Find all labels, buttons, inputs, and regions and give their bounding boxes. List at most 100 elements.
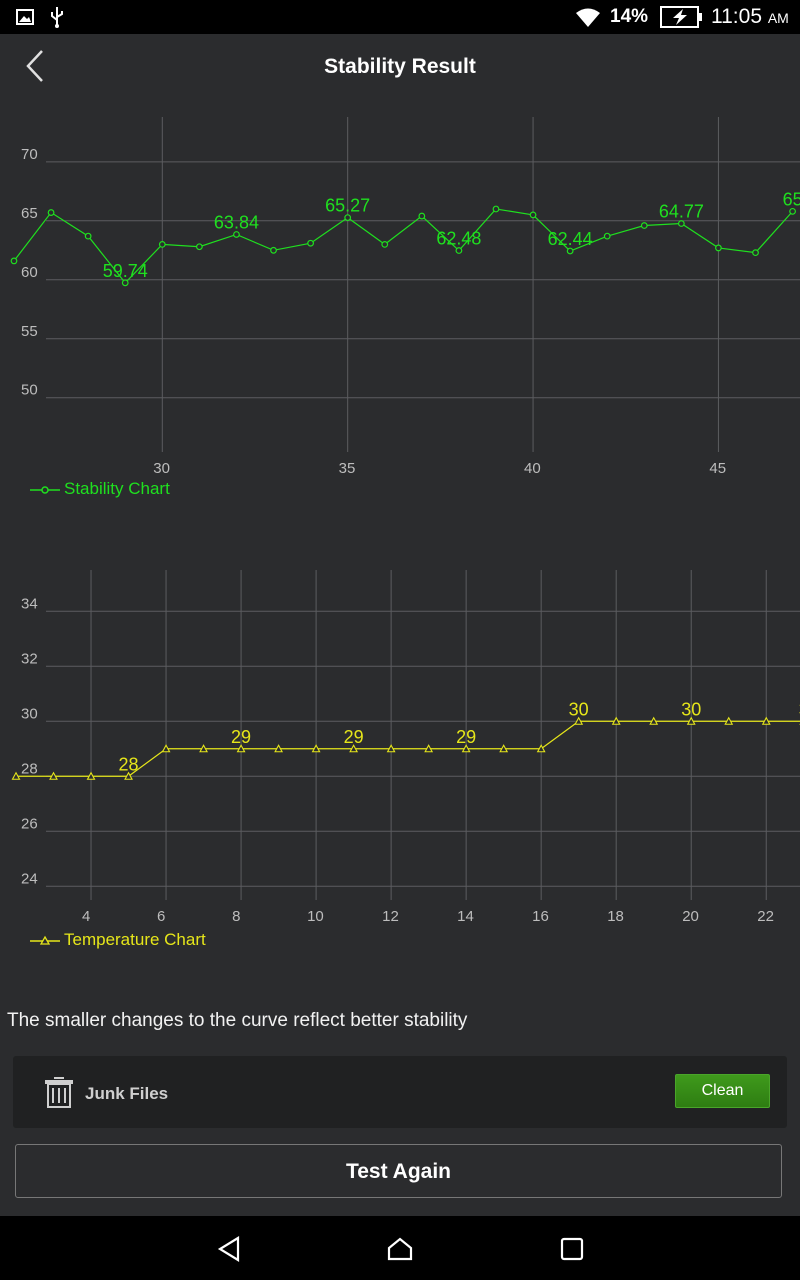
series-line	[13, 208, 794, 284]
x-tick-label: 14	[457, 908, 474, 925]
x-tick-label: 16	[532, 908, 549, 925]
data-label: 29	[231, 727, 251, 747]
data-point	[455, 247, 463, 254]
data-point	[536, 744, 546, 753]
data-point	[158, 240, 166, 248]
page-title: Stability Result	[324, 55, 476, 78]
data-label: 62.48	[436, 229, 481, 249]
data-label: 3	[799, 699, 800, 719]
data-label: 28	[119, 754, 139, 774]
clean-button[interactable]: Clean	[675, 1074, 770, 1108]
x-tick-label: 35	[339, 460, 356, 477]
data-point	[270, 246, 277, 254]
data-point	[686, 716, 696, 725]
battery-percentage: 14%	[610, 6, 649, 27]
data-label: 29	[344, 727, 364, 747]
temperature-legend: Temperature Chart	[30, 930, 206, 950]
data-point	[47, 209, 55, 216]
stability-hint-text: The smaller changes to the curve reflect…	[7, 1010, 468, 1031]
clock: 11:05 AM	[711, 0, 789, 34]
data-label: 30	[681, 699, 701, 719]
x-tick-label: 10	[307, 908, 324, 925]
x-tick-label: 8	[232, 908, 240, 925]
data-point	[752, 249, 759, 257]
usb-icon	[51, 7, 63, 28]
data-point	[84, 232, 92, 240]
image-icon	[16, 9, 34, 25]
x-tick-label: 12	[382, 908, 399, 925]
data-point	[529, 211, 537, 219]
nav-back-icon	[217, 1236, 240, 1262]
back-arrow-icon	[26, 50, 43, 82]
y-tick-label: 32	[21, 650, 38, 667]
data-point	[121, 279, 129, 287]
nav-home-icon	[387, 1237, 413, 1261]
data-point	[649, 716, 659, 725]
data-point	[307, 239, 315, 247]
junk-files-label: Junk Files	[85, 1084, 169, 1103]
x-tick-label: 20	[682, 908, 699, 925]
data-label: 63.84	[214, 212, 259, 232]
back-button[interactable]	[18, 46, 58, 88]
temperature-chart: 4 6 8 10 12 14 16 18 20 22 24 26 28 30 32 34 28 29 29 29 30 3…	[11, 570, 800, 925]
wifi-icon	[576, 8, 600, 27]
data-point	[461, 744, 471, 753]
stability-legend-label: Stability Chart	[64, 479, 170, 498]
junk-files-card: Junk Files Clean	[13, 1056, 787, 1128]
data-label: 59.74	[103, 261, 148, 281]
data-point	[199, 744, 208, 753]
x-tick-label: 30	[153, 460, 170, 477]
y-tick-label: 34	[21, 595, 38, 612]
y-tick-label: 65	[21, 205, 38, 222]
x-tick-label: 45	[709, 460, 726, 477]
data-point	[161, 744, 171, 753]
data-point	[233, 231, 240, 238]
data-point	[274, 744, 284, 753]
data-point	[789, 207, 796, 215]
series-line	[16, 720, 800, 777]
data-point	[566, 247, 574, 255]
y-tick-label: 60	[21, 264, 38, 281]
data-point	[715, 244, 722, 252]
y-tick-label: 70	[21, 146, 38, 163]
data-point	[344, 214, 352, 222]
data-point	[86, 771, 96, 780]
data-point	[10, 257, 18, 265]
data-point	[236, 744, 246, 753]
y-tick-label: 55	[21, 323, 38, 340]
data-point	[386, 744, 396, 753]
data-label: 62.44	[548, 229, 593, 249]
nav-home-button[interactable]	[382, 1232, 418, 1266]
data-point	[574, 716, 584, 725]
temperature-legend-marker-icon	[30, 935, 60, 945]
nav-back-button[interactable]	[212, 1232, 248, 1266]
temperature-legend-label: Temperature Chart	[64, 930, 206, 949]
data-point	[499, 744, 509, 753]
stability-legend: Stability Chart	[30, 479, 170, 499]
data-point	[195, 243, 203, 251]
data-point	[603, 232, 611, 240]
data-point	[492, 205, 500, 213]
data-point	[124, 771, 133, 780]
x-tick-label: 22	[757, 908, 774, 925]
data-point	[677, 220, 685, 227]
nav-recents-icon	[560, 1237, 584, 1261]
nav-recents-button[interactable]	[554, 1232, 590, 1266]
data-point	[381, 240, 389, 248]
test-again-button[interactable]: Test Again	[15, 1144, 782, 1198]
x-tick-label: 18	[607, 908, 624, 925]
data-label: 29	[456, 727, 476, 747]
x-tick-label: 40	[524, 460, 541, 477]
data-point	[724, 716, 734, 725]
data-point	[761, 716, 771, 725]
navigation-bar	[0, 1216, 800, 1280]
y-tick-label: 24	[21, 870, 38, 887]
data-point	[611, 716, 621, 725]
clock-ampm: AM	[767, 10, 789, 26]
data-point	[418, 212, 426, 220]
y-tick-label: 50	[21, 382, 38, 399]
x-tick-label: 6	[157, 908, 165, 925]
data-point	[49, 771, 58, 780]
x-tick-label: 4	[82, 908, 90, 925]
data-label: 30	[569, 699, 589, 719]
